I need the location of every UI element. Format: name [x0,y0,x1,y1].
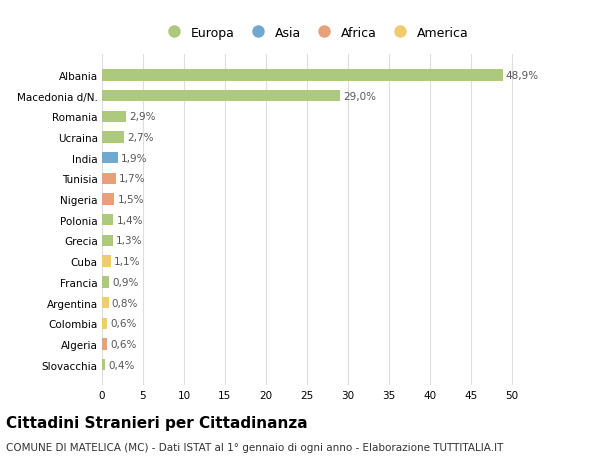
Text: 0,9%: 0,9% [113,277,139,287]
Text: 0,6%: 0,6% [110,339,137,349]
Bar [102,70,503,81]
Legend: Europa, Asia, Africa, America: Europa, Asia, Africa, America [156,22,474,45]
Bar [102,318,107,329]
Bar [102,132,124,143]
Bar [102,112,126,123]
Bar [102,174,116,185]
Text: 1,9%: 1,9% [121,153,148,163]
Bar [102,277,109,288]
Text: 1,4%: 1,4% [117,215,143,225]
Text: 2,7%: 2,7% [127,133,154,143]
Text: 2,9%: 2,9% [129,112,155,122]
Bar [102,359,105,370]
Bar [102,91,340,102]
Bar [102,297,109,308]
Bar [102,339,107,350]
Text: 1,1%: 1,1% [114,257,141,267]
Text: 48,9%: 48,9% [506,71,539,81]
Text: 0,4%: 0,4% [109,360,135,370]
Text: 0,8%: 0,8% [112,298,138,308]
Text: Cittadini Stranieri per Cittadinanza: Cittadini Stranieri per Cittadinanza [6,415,308,431]
Bar [102,153,118,164]
Text: 1,3%: 1,3% [116,236,142,246]
Bar [102,256,111,267]
Bar [102,194,114,205]
Text: COMUNE DI MATELICA (MC) - Dati ISTAT al 1° gennaio di ogni anno - Elaborazione T: COMUNE DI MATELICA (MC) - Dati ISTAT al … [6,442,503,452]
Bar [102,215,113,226]
Text: 29,0%: 29,0% [343,91,376,101]
Text: 1,7%: 1,7% [119,174,146,184]
Text: 1,5%: 1,5% [118,195,144,205]
Text: 0,6%: 0,6% [110,319,137,329]
Bar [102,235,113,246]
